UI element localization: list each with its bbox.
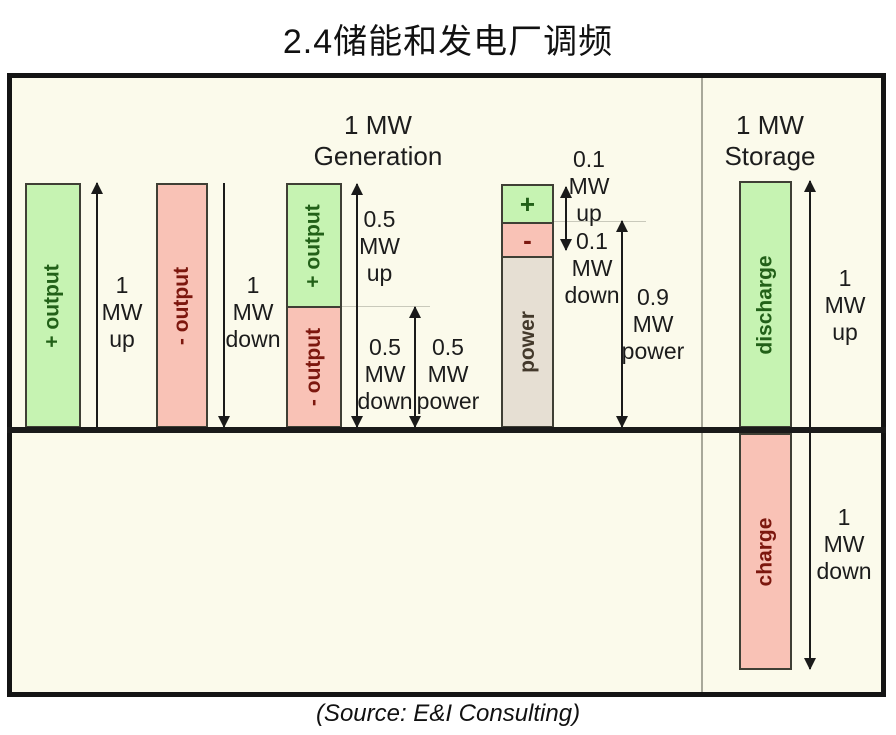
arrow-1mw-up <box>96 183 98 427</box>
bar-baseload-minus-segment: - <box>503 222 552 256</box>
bar-generation-split-up-label: + output <box>302 203 325 288</box>
bar-baseload-power-segment: power <box>503 256 552 426</box>
bar-generation-split-up-segment: + output <box>288 185 340 306</box>
label-storage-1mw-down: 1 MW down <box>816 504 872 584</box>
bar-baseload-minus-label: - <box>523 225 532 255</box>
bar-generation-baseload: + - power <box>501 184 554 428</box>
arrow-05mw-up-down <box>356 184 358 427</box>
label-1mw-up: 1 MW up <box>101 272 143 352</box>
arrow-storage-1mw-up-down <box>809 181 811 669</box>
arrow-05mw-power <box>414 307 416 427</box>
bar-baseload-plus-segment: + <box>503 186 552 222</box>
figure-title: 2.4储能和发电厂调频 <box>282 23 614 61</box>
bar-storage-charge-label: charge <box>753 517 777 586</box>
label-storage-1mw-up: 1 MW up <box>824 265 866 345</box>
bar-generation-split-down-segment: - output <box>288 306 340 426</box>
source-note: (Source: E&I Consulting) <box>315 700 581 727</box>
bar-baseload-plus-label: + <box>519 189 536 219</box>
arrow-01mw-up-down <box>565 187 567 250</box>
bar-storage-discharge-label: discharge <box>753 254 777 355</box>
label-01mw-up: 0.1 MW up <box>568 146 610 226</box>
bar-storage-discharge: discharge <box>739 181 792 428</box>
zero-power-baseline <box>7 427 886 433</box>
reference-line-split-midpoint <box>342 306 430 307</box>
storage-header: 1 MW Storage <box>724 110 816 171</box>
label-05mw-up: 0.5 MW up <box>359 206 400 286</box>
arrow-09mw-power <box>621 221 623 427</box>
reference-line-baseload-setpoint <box>554 221 646 222</box>
bar-storage-charge: charge <box>739 433 792 670</box>
bar-generation-split: + output - output <box>286 183 342 428</box>
label-01mw-down: 0.1 MW down <box>564 228 620 308</box>
label-09mw-power: 0.9 MW power <box>621 284 685 364</box>
bar-generation-full-down: - output <box>156 183 208 428</box>
bar-generation-full-down-label: - output <box>170 266 193 345</box>
bar-baseload-power-label: power <box>515 311 539 373</box>
generation-header: 1 MW Generation <box>313 110 443 171</box>
label-1mw-down: 1 MW down <box>225 272 281 352</box>
label-05mw-power: 0.5 MW power <box>416 334 480 414</box>
arrow-1mw-down <box>223 183 225 427</box>
label-05mw-down: 0.5 MW down <box>357 334 413 414</box>
bar-generation-full-up-label: + output <box>41 263 64 348</box>
generation-storage-divider-line <box>701 78 703 692</box>
bar-generation-split-down-label: - output <box>302 327 325 407</box>
bar-generation-full-up: + output <box>25 183 81 428</box>
